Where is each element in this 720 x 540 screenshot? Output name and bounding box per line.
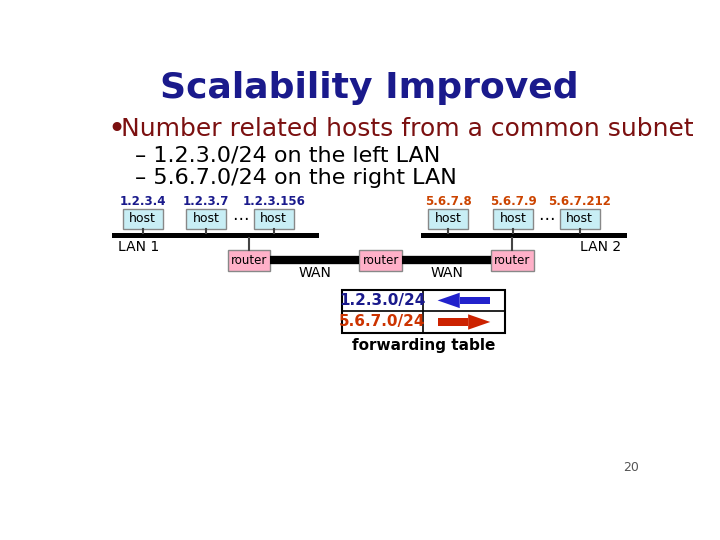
Text: 1.2.3.4: 1.2.3.4	[120, 194, 166, 207]
Text: host: host	[500, 212, 526, 225]
Text: host: host	[435, 212, 462, 225]
Text: – 5.6.7.0/24 on the right LAN: – 5.6.7.0/24 on the right LAN	[135, 168, 456, 188]
Bar	[491, 249, 534, 271]
Text: 1.2.3.7: 1.2.3.7	[183, 194, 230, 207]
Bar	[359, 249, 402, 271]
Bar	[421, 233, 627, 239]
Bar	[186, 209, 226, 229]
Text: 5.6.7.8: 5.6.7.8	[425, 194, 472, 207]
Text: ⋯: ⋯	[538, 210, 555, 228]
Text: router: router	[362, 254, 399, 267]
Text: 5.6.7.212: 5.6.7.212	[549, 194, 611, 207]
Bar	[428, 209, 468, 229]
Text: host: host	[260, 212, 287, 225]
Bar	[493, 209, 534, 229]
Polygon shape	[468, 314, 490, 330]
Text: 5.6.7.0/24: 5.6.7.0/24	[339, 314, 426, 329]
Text: WAN: WAN	[298, 266, 331, 280]
Text: 20: 20	[623, 462, 639, 475]
Text: Scalability Improved: Scalability Improved	[160, 71, 578, 105]
Bar	[342, 289, 505, 333]
Bar	[122, 209, 163, 229]
Bar	[253, 209, 294, 229]
Text: 1.2.3.156: 1.2.3.156	[242, 194, 305, 207]
Text: ⋯: ⋯	[232, 210, 248, 228]
Text: host: host	[130, 212, 156, 225]
Bar	[559, 209, 600, 229]
Text: LAN 2: LAN 2	[580, 240, 621, 254]
Text: •: •	[107, 115, 125, 144]
Text: 5.6.7.9: 5.6.7.9	[490, 194, 536, 207]
Bar	[112, 233, 319, 239]
Bar	[438, 318, 468, 326]
Text: host: host	[193, 212, 220, 225]
Text: host: host	[567, 212, 593, 225]
Text: – 1.2.3.0/24 on the left LAN: – 1.2.3.0/24 on the left LAN	[135, 146, 440, 166]
Text: 1.2.3.0/24: 1.2.3.0/24	[339, 293, 426, 308]
Polygon shape	[438, 293, 460, 308]
Text: Number related hosts from a common subnet: Number related hosts from a common subne…	[121, 118, 693, 141]
Bar	[460, 296, 490, 304]
Text: router: router	[230, 254, 267, 267]
Text: router: router	[494, 254, 531, 267]
Text: forwarding table: forwarding table	[351, 338, 495, 353]
Bar	[228, 249, 270, 271]
Text: WAN: WAN	[430, 266, 463, 280]
Text: LAN 1: LAN 1	[118, 240, 159, 254]
